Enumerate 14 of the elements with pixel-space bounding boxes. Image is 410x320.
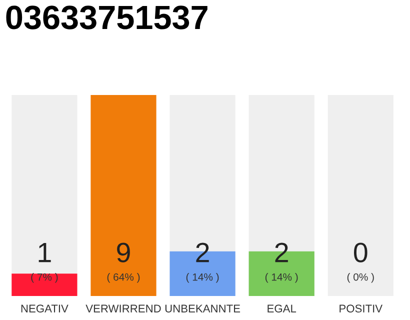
annotation: ( 0% ) — [347, 273, 374, 283]
chart-title: 03633751537 — [6, 6, 208, 30]
annotation: ( 7% ) — [31, 273, 58, 283]
x-tick-label: VERWIRREND — [86, 304, 161, 312]
x-tick-label: UNBEKANNTE — [165, 304, 240, 312]
annotation: ( 14% ) — [265, 273, 298, 283]
x-tick-label: POSITIV — [340, 304, 383, 312]
data-label: 1 — [38, 242, 51, 262]
data-label: 9 — [117, 242, 130, 262]
annotation: ( 14% ) — [186, 273, 219, 283]
x-tick-label: EGAL — [268, 304, 296, 312]
annotation: ( 64% ) — [107, 273, 140, 283]
data-label: 0 — [354, 242, 368, 262]
x-tick-label: NEGATIV — [21, 304, 68, 312]
